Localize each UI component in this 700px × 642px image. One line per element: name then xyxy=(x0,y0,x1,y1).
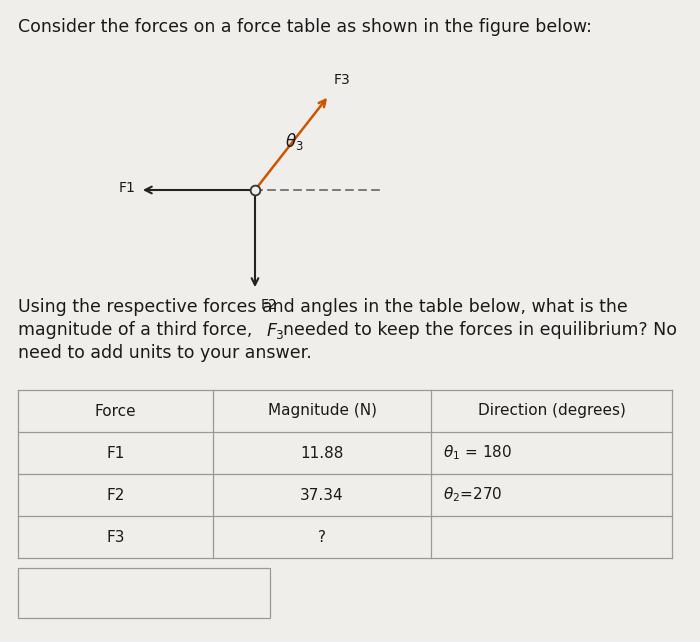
Text: Using the respective forces and angles in the table below, what is the: Using the respective forces and angles i… xyxy=(18,298,628,316)
Text: 37.34: 37.34 xyxy=(300,487,344,503)
Text: needed to keep the forces in equilibrium? No: needed to keep the forces in equilibrium… xyxy=(283,321,677,339)
Text: F1: F1 xyxy=(118,181,135,195)
Text: Direction (degrees): Direction (degrees) xyxy=(477,404,625,419)
Text: $F_3$: $F_3$ xyxy=(266,321,285,341)
Text: $\theta_1$ = 180: $\theta_1$ = 180 xyxy=(443,444,512,462)
Text: 11.88: 11.88 xyxy=(300,446,344,460)
Text: $\theta_2$=270: $\theta_2$=270 xyxy=(443,485,503,505)
Text: $\theta_3$: $\theta_3$ xyxy=(285,131,304,152)
Text: F1: F1 xyxy=(106,446,125,460)
Text: magnitude of a third force,: magnitude of a third force, xyxy=(18,321,258,339)
Text: F3: F3 xyxy=(106,530,125,544)
Text: Force: Force xyxy=(94,404,136,419)
Text: F3: F3 xyxy=(334,73,351,87)
Text: F2: F2 xyxy=(261,298,278,312)
Text: Magnitude (N): Magnitude (N) xyxy=(267,404,377,419)
Text: F2: F2 xyxy=(106,487,125,503)
Text: ?: ? xyxy=(318,530,326,544)
Text: need to add units to your answer.: need to add units to your answer. xyxy=(18,344,312,362)
Text: Consider the forces on a force table as shown in the figure below:: Consider the forces on a force table as … xyxy=(18,18,592,36)
